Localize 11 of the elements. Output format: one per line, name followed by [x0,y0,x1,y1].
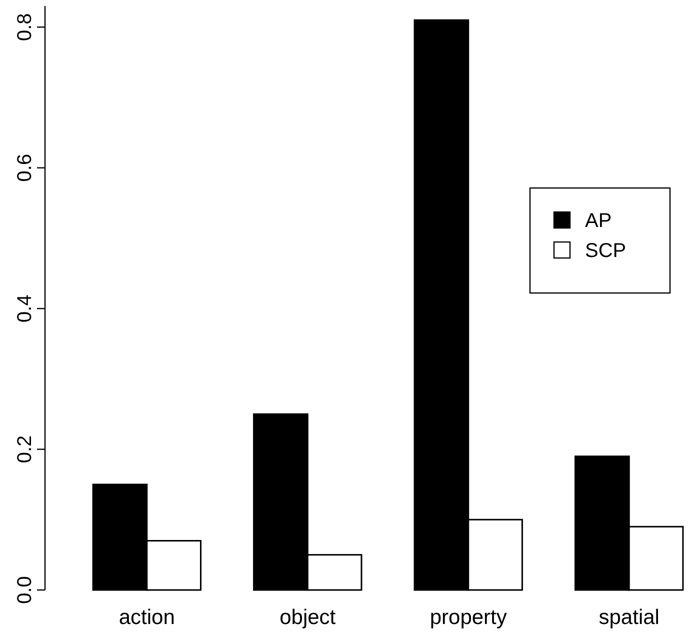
legend-label: AP [585,210,612,232]
x-tick-label: action [118,606,175,629]
x-tick-label: property [430,606,508,629]
x-tick-label: spatial [598,606,660,629]
y-tick-label: 0.2 [14,435,36,464]
y-tick-label: 0.4 [14,294,36,322]
x-tick-label: object [280,606,336,629]
y-tick-label: 0.0 [14,576,36,604]
y-tick-label: 0.6 [14,154,36,182]
legend-label: SCP [585,240,626,262]
y-tick-label: 0.8 [14,13,36,42]
